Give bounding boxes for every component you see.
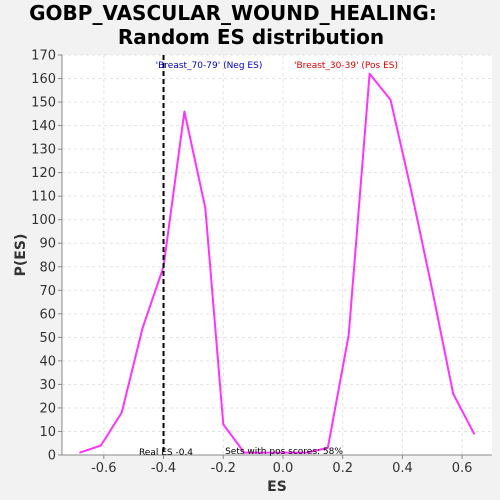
data-point	[326, 447, 329, 449]
data-point	[389, 98, 392, 101]
x-tick-label: -0.6	[91, 461, 116, 476]
y-tick-label: 0	[48, 449, 56, 464]
y-axis-label: P(ES)	[13, 234, 29, 277]
pos-es-label: 'Breast_30-39' (Pos ES)	[294, 61, 398, 71]
pos-scores-label: Sets with pos scores: 58%	[225, 447, 343, 457]
data-point	[368, 73, 371, 75]
y-tick-label: 30	[39, 378, 56, 393]
chart-title-line-1: GOBP_VASCULAR_WOUND_HEALING:	[29, 1, 437, 25]
y-tick-label: 100	[31, 213, 56, 228]
x-tick-label: 0.4	[392, 461, 413, 476]
plot-area	[62, 55, 492, 455]
y-axis-ticks: 0 10 20 30 40 50 60 70 80 90 100 110 120 130 140 150 160…	[31, 49, 62, 464]
data-point	[431, 289, 434, 292]
y-tick-label: 40	[39, 354, 56, 369]
y-tick-label: 170	[31, 49, 56, 64]
x-tick-label: 0.6	[452, 461, 473, 476]
distribution-line	[79, 72, 475, 454]
x-tick-label: 0.0	[273, 461, 294, 476]
data-point	[204, 207, 207, 209]
x-tick-label: -0.2	[211, 461, 236, 476]
y-tick-label: 50	[39, 331, 56, 346]
y-tick-label: 130	[31, 143, 56, 158]
y-tick-label: 20	[39, 401, 56, 416]
data-point	[410, 190, 413, 193]
x-tick-label: 0.2	[332, 461, 353, 476]
data-point	[120, 411, 123, 414]
x-axis-ticks: -0.6 -0.4 -0.2 0.0 0.2 0.4 0.6	[91, 455, 472, 476]
y-tick-label: 150	[31, 96, 56, 111]
x-axis-label: ES	[267, 479, 287, 495]
y-tick-label: 80	[39, 260, 56, 275]
data-point	[141, 327, 144, 329]
data-point	[306, 451, 308, 454]
series-group	[79, 72, 475, 454]
y-tick-label: 160	[31, 72, 56, 87]
y-tick-label: 10	[39, 425, 56, 440]
data-point	[452, 393, 454, 395]
data-point	[347, 334, 350, 336]
neg-es-label: 'Breast_70-79' (Neg ES)	[156, 61, 263, 71]
data-point	[183, 110, 186, 113]
y-tick-label: 110	[31, 190, 56, 205]
data-point	[473, 433, 475, 435]
data-point	[222, 423, 225, 426]
data-point	[79, 451, 81, 454]
y-tick-label: 90	[39, 237, 56, 252]
y-tick-label: 70	[39, 284, 56, 299]
real-es-label: Real ES -0.4	[139, 448, 193, 458]
data-point	[285, 451, 287, 454]
y-tick-label: 60	[39, 307, 56, 322]
y-tick-label: 120	[31, 166, 56, 181]
x-tick-label: -0.4	[151, 461, 176, 476]
chart-title-line-2: Random ES distribution	[118, 25, 384, 49]
y-tick-label: 140	[31, 119, 56, 134]
data-point	[243, 451, 245, 454]
data-point	[264, 451, 266, 454]
data-point	[100, 444, 102, 447]
